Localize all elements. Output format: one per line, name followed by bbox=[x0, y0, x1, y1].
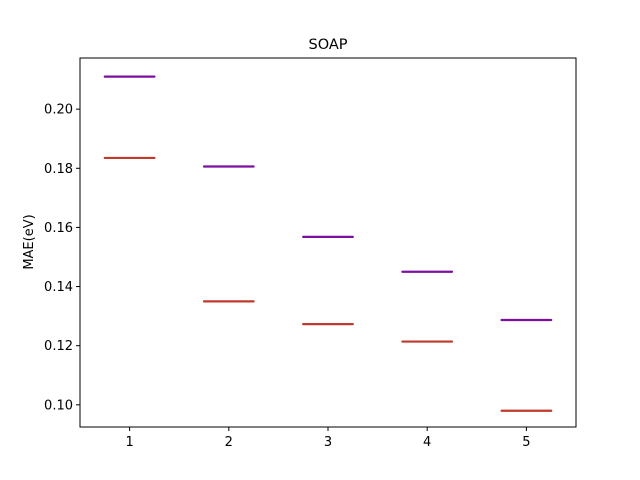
y-tick-label: 0.18 bbox=[44, 162, 73, 177]
y-tick-label: 0.10 bbox=[44, 398, 73, 413]
x-tick-label: 2 bbox=[225, 435, 233, 450]
y-tick-label: 0.20 bbox=[44, 103, 73, 118]
y-tick-label: 0.14 bbox=[44, 280, 73, 295]
y-tick-label: 0.12 bbox=[44, 339, 73, 354]
x-tick-label: 4 bbox=[423, 435, 431, 450]
chart-title: SOAP bbox=[308, 37, 347, 53]
x-tick-label: 1 bbox=[125, 435, 133, 450]
y-axis-ticks: 0.10 0.12 0.14 0.16 0.18 0.20 bbox=[44, 103, 80, 413]
y-axis-label: MAE(eV) bbox=[22, 214, 37, 269]
x-tick-label: 3 bbox=[324, 435, 332, 450]
y-tick-label: 0.16 bbox=[44, 221, 73, 236]
x-tick-label: 5 bbox=[522, 435, 530, 450]
x-axis-ticks: 1 2 3 4 5 bbox=[125, 427, 531, 450]
data-marks bbox=[103, 75, 553, 412]
